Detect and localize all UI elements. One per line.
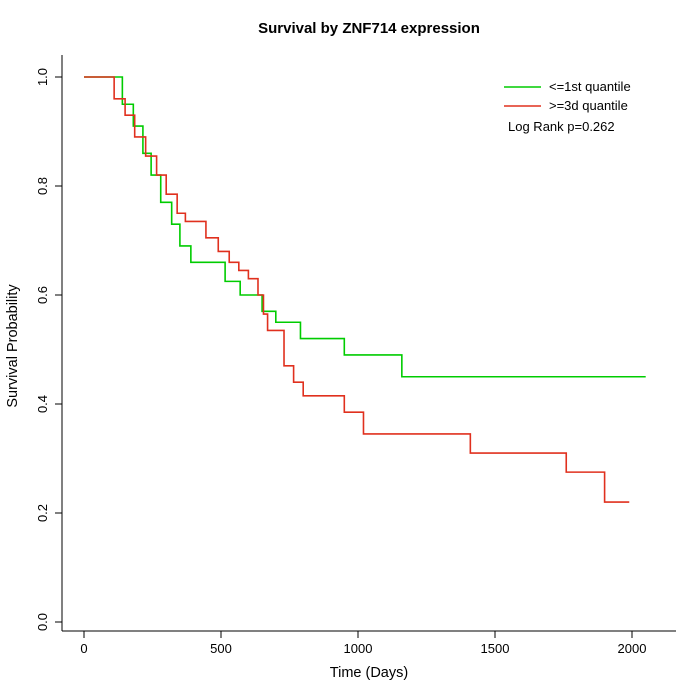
x-tick-label: 2000 xyxy=(618,641,647,656)
legend: <=1st quantile >=3d quantile Log Rank p=… xyxy=(504,79,631,134)
y-tick-label: 0.0 xyxy=(35,613,50,631)
survival-curve-low-quantile xyxy=(84,76,646,378)
y-tick-label: 0.4 xyxy=(35,395,50,413)
y-tick-label: 0.8 xyxy=(35,177,50,195)
survival-curve-high-quantile xyxy=(84,76,630,503)
x-tick-label: 1000 xyxy=(344,641,373,656)
x-tick-label: 1500 xyxy=(481,641,510,656)
survival-curves xyxy=(84,76,646,503)
x-axis-label: Time (Days) xyxy=(330,665,408,681)
y-axis-label: Survival Probability xyxy=(5,284,21,408)
x-tick-label: 0 xyxy=(80,641,87,656)
y-tick-label: 0.2 xyxy=(35,504,50,522)
axes: 0 500 1000 1500 2000 0.0 0.2 0.4 0.6 0.8 1.0 xyxy=(35,55,676,656)
chart-title: Survival by ZNF714 expression xyxy=(258,20,480,37)
x-tick-label: 500 xyxy=(210,641,232,656)
y-tick-label: 1.0 xyxy=(35,68,50,86)
legend-label-high-quantile: >=3d quantile xyxy=(549,98,628,113)
log-rank-annotation: Log Rank p=0.262 xyxy=(508,119,615,134)
y-tick-label: 0.6 xyxy=(35,286,50,304)
legend-label-low-quantile: <=1st quantile xyxy=(549,79,631,94)
